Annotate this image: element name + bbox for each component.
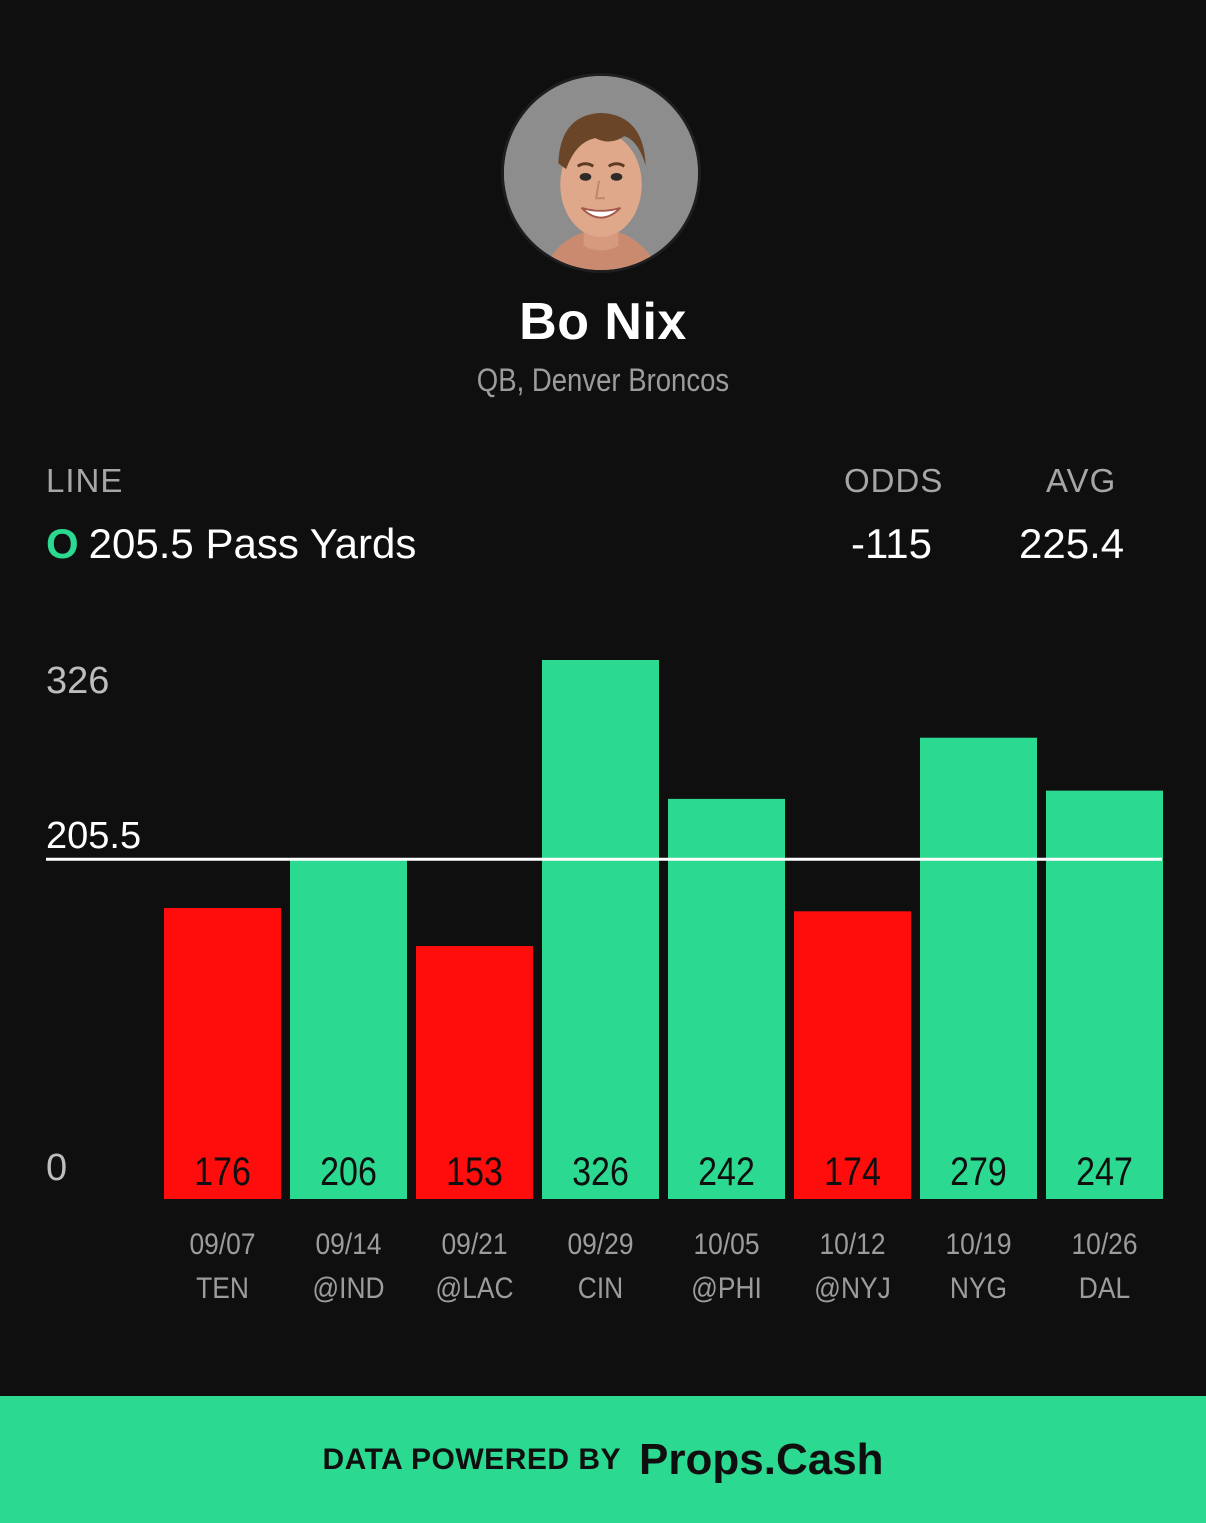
x-tick-opponent: DAL [1079,1270,1130,1304]
brand-logo: Props.Cash [639,1434,884,1484]
bar [920,737,1037,1199]
footer-banner: DATA POWERED BY Props.Cash [0,1396,1206,1523]
x-tick-opponent: CIN [578,1270,623,1304]
x-tick-date: 10/12 [819,1226,885,1260]
over-indicator: O [46,520,79,567]
bar-value-label: 174 [824,1148,881,1193]
y-tick-zero: 0 [46,1147,68,1189]
x-tick-date: 09/14 [315,1226,381,1260]
line-text: 205.5 Pass Yards [88,520,417,567]
player-headshot-image [504,76,698,270]
x-tick-opponent: @PHI [691,1270,762,1304]
x-tick-date: 09/07 [189,1226,255,1260]
x-tick-date: 10/19 [945,1226,1011,1260]
player-avatar [501,73,701,273]
odds-value: -115 [851,520,932,567]
x-tick-opponent: @NYJ [814,1270,891,1304]
y-tick-max: 326 [46,660,110,702]
bar [542,660,659,1199]
bar-value-label: 279 [950,1148,1007,1193]
avg-value: 225.4 [1019,520,1125,567]
x-tick-date: 09/21 [441,1226,507,1260]
bar-value-label: 242 [698,1148,755,1193]
y-tick-line: 205.5 [46,815,142,857]
bar [1046,790,1163,1199]
x-tick-opponent: NYG [950,1270,1007,1304]
bar [794,911,911,1199]
x-tick-opponent: @LAC [435,1270,513,1304]
bar-value-label: 176 [194,1148,251,1193]
bar [668,798,785,1199]
player-name: Bo Nix [519,293,687,351]
bar-value-label: 247 [1076,1148,1133,1193]
x-tick-opponent: @IND [312,1270,384,1304]
line-label: LINE [46,462,124,499]
powered-by-text: DATA POWERED BY [322,1442,622,1476]
x-tick-date: 10/05 [693,1226,759,1260]
x-tick-date: 10/26 [1071,1226,1137,1260]
line-value: O 205.5 Pass Yards [46,520,416,568]
bar [164,908,281,1199]
bar-value-label: 153 [446,1148,503,1193]
bar-value-label: 326 [572,1148,629,1193]
bar-value-label: 206 [320,1148,377,1193]
x-tick-opponent: TEN [196,1270,249,1304]
odds-label: ODDS [844,462,944,499]
x-tick-date: 09/29 [567,1226,633,1260]
avg-label: AVG [1046,462,1117,499]
bar [416,946,533,1199]
player-position-team: QB, Denver Broncos [476,362,730,398]
bar [290,858,407,1199]
